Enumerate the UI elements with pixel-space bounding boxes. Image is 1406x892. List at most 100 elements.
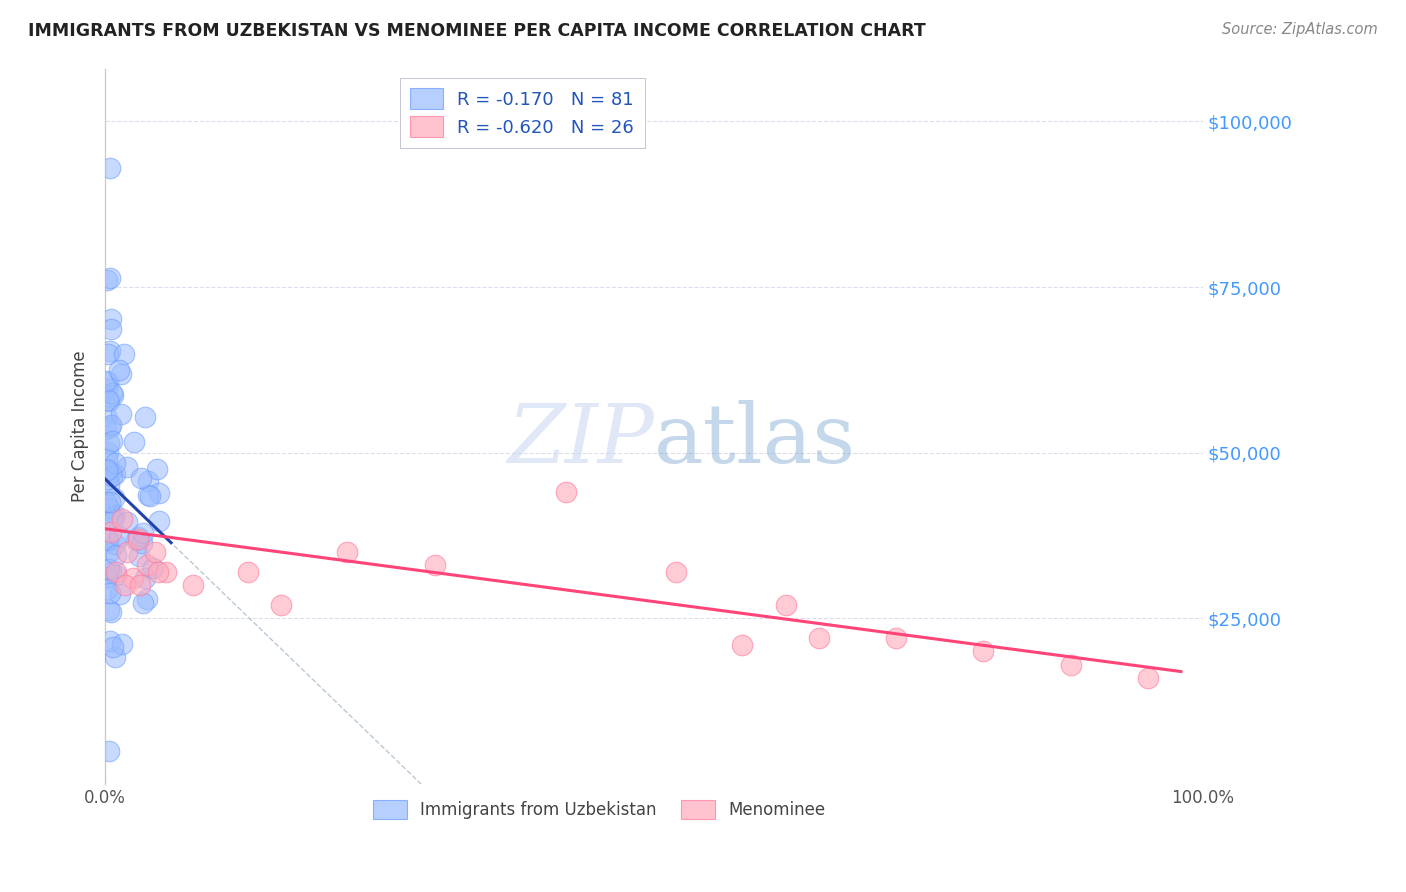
Point	[136, 474, 159, 488]
Point	[98, 500, 121, 515]
Point	[97, 376, 120, 390]
Point	[100, 270, 122, 285]
Point	[97, 472, 120, 486]
Point	[104, 508, 127, 523]
Point	[100, 566, 122, 580]
Point	[1060, 657, 1083, 672]
Point	[236, 565, 259, 579]
Point	[132, 525, 155, 540]
Point	[127, 530, 149, 544]
Point	[131, 536, 153, 550]
Point	[101, 513, 124, 527]
Point	[136, 592, 159, 607]
Point	[96, 452, 118, 467]
Point	[122, 434, 145, 449]
Point	[117, 515, 139, 529]
Point	[100, 525, 122, 540]
Point	[142, 561, 165, 575]
Point	[139, 489, 162, 503]
Point	[98, 478, 121, 492]
Point	[108, 587, 131, 601]
Point	[101, 469, 124, 483]
Point	[134, 409, 156, 424]
Text: Source: ZipAtlas.com: Source: ZipAtlas.com	[1222, 22, 1378, 37]
Point	[111, 637, 134, 651]
Point	[98, 603, 121, 617]
Point	[884, 631, 907, 645]
Point	[128, 549, 150, 564]
Point	[98, 633, 121, 648]
Point	[100, 434, 122, 448]
Point	[110, 407, 132, 421]
Point	[98, 419, 121, 434]
Point	[111, 512, 134, 526]
Point	[98, 393, 121, 408]
Point	[129, 470, 152, 484]
Point	[775, 598, 797, 612]
Point	[555, 485, 578, 500]
Text: IMMIGRANTS FROM UZBEKISTAN VS MENOMINEE PER CAPITA INCOME CORRELATION CHART: IMMIGRANTS FROM UZBEKISTAN VS MENOMINEE …	[28, 22, 927, 40]
Text: ZIP: ZIP	[508, 401, 654, 481]
Point	[112, 347, 135, 361]
Point	[98, 543, 121, 558]
Point	[96, 582, 118, 597]
Point	[104, 650, 127, 665]
Point	[100, 418, 122, 433]
Point	[129, 578, 152, 592]
Point	[98, 344, 121, 359]
Point	[336, 545, 359, 559]
Point	[98, 161, 121, 175]
Text: atlas: atlas	[654, 401, 856, 481]
Point	[96, 375, 118, 389]
Point	[96, 463, 118, 477]
Point	[96, 532, 118, 546]
Point	[96, 382, 118, 396]
Point	[972, 644, 994, 658]
Point	[97, 533, 120, 548]
Point	[101, 509, 124, 524]
Point	[134, 571, 156, 585]
Point	[107, 529, 129, 543]
Point	[98, 495, 121, 509]
Point	[97, 392, 120, 407]
Point	[101, 640, 124, 654]
Point	[270, 598, 292, 612]
Point	[148, 486, 170, 500]
Point	[121, 571, 143, 585]
Point	[98, 586, 121, 600]
Point	[665, 565, 688, 579]
Point	[104, 536, 127, 550]
Point	[148, 514, 170, 528]
Point	[96, 409, 118, 423]
Point	[96, 422, 118, 436]
Point	[146, 565, 169, 579]
Point	[127, 532, 149, 546]
Point	[807, 631, 830, 645]
Point	[136, 487, 159, 501]
Point	[103, 491, 125, 505]
Point	[114, 578, 136, 592]
Point	[731, 638, 754, 652]
Point	[100, 605, 122, 619]
Point	[423, 558, 446, 573]
Point	[98, 462, 121, 476]
Point	[104, 456, 127, 470]
Point	[97, 561, 120, 575]
Point	[101, 388, 124, 402]
Point	[100, 322, 122, 336]
Point	[155, 565, 177, 579]
Point	[181, 578, 204, 592]
Y-axis label: Per Capita Income: Per Capita Income	[72, 351, 89, 502]
Point	[104, 467, 127, 482]
Legend: Immigrants from Uzbekistan, Menominee: Immigrants from Uzbekistan, Menominee	[367, 793, 832, 825]
Point	[100, 465, 122, 479]
Point	[101, 385, 124, 400]
Point	[135, 558, 157, 573]
Point	[97, 744, 120, 758]
Point	[143, 545, 166, 559]
Point	[105, 565, 128, 579]
Point	[97, 444, 120, 458]
Point	[1136, 671, 1159, 685]
Point	[98, 436, 121, 450]
Point	[96, 570, 118, 584]
